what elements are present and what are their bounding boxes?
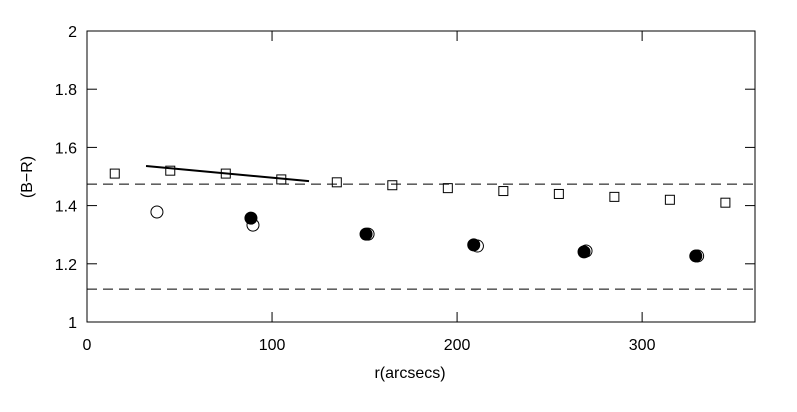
square-point — [498, 186, 509, 197]
x-tick-label: 200 — [444, 337, 471, 354]
open-circle-point — [150, 205, 164, 219]
square-point — [442, 183, 453, 194]
x-tick-label: 100 — [259, 337, 286, 354]
filled-circle-point — [689, 249, 703, 263]
square-point — [553, 188, 564, 199]
y-axis-label: (B−R) — [19, 156, 36, 198]
square-point — [331, 177, 342, 188]
filled-circle-point — [359, 227, 373, 241]
y-tick-label: 2 — [68, 24, 77, 41]
square-point — [387, 180, 398, 191]
y-tick-label: 1.4 — [55, 199, 77, 216]
y-tick-label: 1 — [68, 315, 77, 332]
square-point — [109, 168, 120, 179]
filled-circle-point — [467, 238, 481, 252]
y-tick-label: 1.8 — [55, 82, 77, 99]
filled-circle-point — [577, 245, 591, 259]
y-tick-label: 1.2 — [55, 257, 77, 274]
fit-line — [145, 165, 310, 183]
x-tick-label: 0 — [83, 337, 92, 354]
x-tick-label: 300 — [629, 337, 656, 354]
square-point — [664, 194, 675, 205]
x-axis-label: r(arcsecs) — [374, 365, 445, 382]
square-point — [720, 197, 731, 208]
plot-frame — [86, 30, 756, 323]
square-point — [609, 191, 620, 202]
filled-circle-point — [244, 211, 258, 225]
square-point — [165, 165, 176, 176]
y-tick-label: 1.6 — [55, 140, 77, 157]
